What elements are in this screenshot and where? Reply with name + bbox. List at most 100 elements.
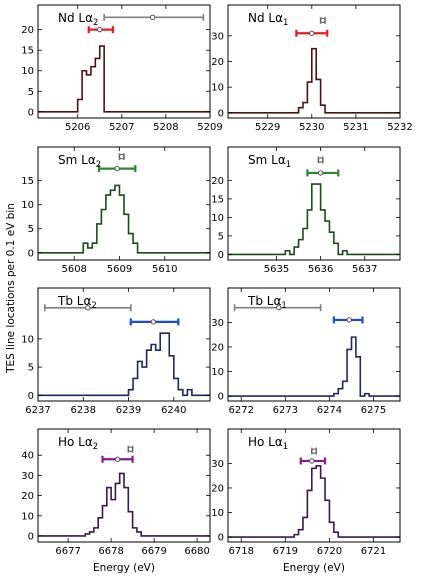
- x-axis-label-left: Energy (eV): [93, 562, 155, 574]
- x-tick-label: 5207: [109, 122, 134, 133]
- panel-title: Tb Lα2: [57, 294, 97, 311]
- y-tick-label: 0: [28, 107, 34, 118]
- reference-error-bar: [43, 304, 132, 312]
- histogram-series: [38, 472, 210, 537]
- x-tick-label: 6679: [141, 546, 166, 557]
- y-tick-label: 10: [21, 200, 34, 211]
- panel-title: Nd Lα1: [248, 11, 288, 28]
- x-tick-label: 6239: [116, 405, 141, 416]
- x-tick-label: 5208: [153, 122, 178, 133]
- x-tick-label: 5637: [352, 264, 377, 275]
- axes-frame: [37, 146, 211, 261]
- measurement-error-bar: [98, 165, 137, 173]
- panel-nd-la1: 5229 5230 5231 5232 0 10 20 30 Nd Lα1: [211, 4, 413, 133]
- y-tick-label: 0: [28, 391, 34, 402]
- y-tick-label: 0: [28, 531, 34, 542]
- measurement-error-bar: [306, 169, 340, 177]
- panel-sm-la1: 5635 5636 5637 0 5 10 15 20 Sm Lα1: [211, 146, 401, 275]
- y-tick-label: 0: [218, 533, 224, 544]
- y-tick-label: 5: [218, 231, 224, 242]
- measurement-error-bar: [332, 316, 364, 324]
- panel-title: Sm Lα1: [248, 153, 291, 170]
- panel-title: Sm Lα2: [58, 153, 101, 170]
- x-tick-label: 5230: [299, 122, 324, 133]
- reference-error-bar: [233, 304, 322, 312]
- y-tick-label: 10: [21, 334, 34, 345]
- x-tick-label: 6275: [361, 405, 386, 416]
- x-tick-label: 6680: [184, 546, 209, 557]
- reference-error-bar: [310, 447, 318, 455]
- y-axis-label: TES line locations per 0.1 eV bin: [5, 203, 17, 374]
- histogram-series: [38, 184, 210, 254]
- y-tick-label: 10: [211, 213, 224, 224]
- y-tick-label: 40: [21, 451, 34, 462]
- x-tick-label: 6238: [71, 405, 96, 416]
- axes-frame: [37, 4, 211, 119]
- panel-title: Tb Lα1: [247, 294, 287, 311]
- y-tick-label: 30: [211, 459, 224, 470]
- x-tick-label: 6719: [273, 546, 298, 557]
- y-tick-label: 10: [21, 66, 34, 77]
- x-tick-label: 5229: [255, 122, 280, 133]
- x-tick-label: 5609: [107, 264, 132, 275]
- x-tick-label: 6720: [317, 546, 342, 557]
- x-tick-label: 6721: [361, 546, 386, 557]
- x-tick-label: 5206: [65, 122, 90, 133]
- x-tick-label: 6677: [55, 546, 80, 557]
- y-tick-label: 10: [211, 367, 224, 378]
- reference-error-bar: [319, 16, 326, 24]
- y-tick-label: 30: [21, 471, 34, 482]
- x-axis-label-right: Energy (eV): [283, 562, 345, 574]
- histogram-series: [228, 47, 400, 114]
- panel-title: Nd Lα2: [58, 11, 98, 28]
- y-tick-label: 30: [211, 31, 224, 42]
- y-tick-label: 10: [211, 508, 224, 519]
- histogram-series: [228, 465, 400, 538]
- x-tick-label: 6273: [273, 405, 298, 416]
- measurement-error-bar: [299, 457, 327, 465]
- x-tick-label: 6678: [98, 546, 123, 557]
- y-tick-label: 20: [211, 176, 224, 187]
- measurement-error-bar: [87, 26, 115, 34]
- axes-frame: [37, 428, 211, 543]
- x-tick-label: 5231: [343, 122, 368, 133]
- y-tick-label: 15: [21, 176, 34, 187]
- y-tick-label: 0: [218, 392, 224, 403]
- measurement-error-bar: [101, 455, 134, 463]
- histogram-series: [228, 336, 400, 397]
- x-tick-label: 6240: [161, 405, 186, 416]
- y-tick-label: 5: [28, 87, 34, 98]
- y-tick-label: 20: [21, 491, 34, 502]
- reference-error-bar: [127, 445, 134, 453]
- x-tick-label: 5608: [61, 264, 86, 275]
- y-tick-label: 0: [218, 250, 224, 261]
- histogram-series: [38, 332, 210, 397]
- y-tick-label: 10: [211, 83, 224, 94]
- x-tick-label: 5209: [197, 122, 222, 133]
- x-tick-label: 6237: [25, 405, 50, 416]
- panel-nd-la2: 5206 5207 5208 5209 0 5 10 15 20 Nd Lα2: [21, 4, 223, 133]
- panel-title: Ho Lα2: [58, 435, 98, 452]
- reference-error-bar: [317, 156, 324, 164]
- x-tick-label: 6272: [229, 405, 254, 416]
- x-tick-label: 5232: [387, 122, 412, 133]
- y-tick-label: 20: [211, 483, 224, 494]
- y-tick-label: 20: [211, 342, 224, 353]
- y-tick-label: 15: [21, 46, 34, 57]
- x-tick-label: 5635: [264, 264, 289, 275]
- y-tick-label: 15: [211, 194, 224, 205]
- panel-ho-la2: 6677 6678 6679 6680 0 10 20 30 40 Ho Lα2: [21, 428, 211, 557]
- y-tick-label: 5: [28, 224, 34, 235]
- x-tick-label: 5636: [308, 264, 333, 275]
- panel-ho-la1: 6718 6719 6720 6721 0 10 20 30 Ho Lα1: [211, 428, 401, 557]
- axes-frame: [227, 146, 401, 261]
- y-tick-label: 5: [28, 363, 34, 374]
- panel-title: Ho Lα1: [248, 435, 288, 452]
- panel-tb-la2: 6237 6238 6239 6240 0 5 10 Tb Lα2: [21, 287, 211, 416]
- axes-frame: [227, 287, 401, 402]
- x-tick-label: 6274: [317, 405, 342, 416]
- y-tick-label: 30: [211, 318, 224, 329]
- measurement-error-bar: [295, 29, 329, 37]
